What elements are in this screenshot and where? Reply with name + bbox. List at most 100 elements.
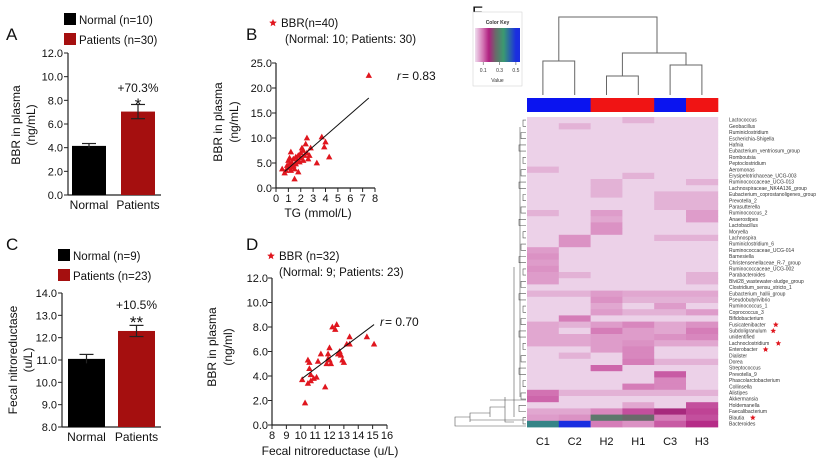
x-tick-label: 11: [309, 430, 320, 442]
data-point-marker: [314, 357, 322, 364]
heatmap-cell: [558, 327, 591, 335]
heatmap-cell: [654, 377, 687, 384]
heatmap-cell: [654, 340, 687, 347]
heatmap-cell: [686, 309, 719, 316]
correlation-r-symbol: r: [380, 315, 385, 329]
y-tick-label: 0.0: [257, 183, 272, 195]
row-label: Peptoclostridium: [729, 161, 766, 167]
heatmap-cell: [590, 389, 623, 397]
heatmap-cell: [622, 334, 655, 341]
heatmap-cell: [558, 216, 591, 223]
x-tick-label: 4: [322, 193, 328, 205]
heatmap-cell: [590, 123, 623, 130]
heatmap-cell: [558, 365, 591, 372]
heatmap-cell: [686, 129, 719, 136]
heatmap-cell: [590, 377, 623, 384]
heatmap-cell: [527, 377, 560, 384]
row-label: Christensenellaceae_R-7_group: [729, 260, 801, 266]
heatmap-cell: [590, 117, 623, 124]
heatmap-cell: [558, 135, 591, 143]
bar-patients: [121, 111, 155, 195]
row-label: Bacteroides: [729, 421, 756, 427]
row-label: Dialister: [729, 353, 747, 359]
heatmap-cell: [654, 197, 687, 205]
heatmap-cell: [527, 123, 560, 130]
heatmap-cell: [590, 135, 623, 143]
row-label: Erysipelotrichaceae_UCG-003: [729, 173, 797, 179]
heatmap-cell: [686, 117, 719, 124]
legend-swatch-normal: [64, 13, 76, 25]
heatmap-cell: [622, 247, 655, 254]
heatmap-cell: [590, 420, 623, 428]
data-point-marker: [327, 360, 335, 367]
heatmap-cell: [527, 389, 560, 397]
heatmap-cell: [558, 408, 591, 415]
data-point-marker: [324, 350, 332, 357]
heatmap-cell: [558, 371, 591, 378]
heatmap-cell: [558, 272, 591, 279]
heatmap-cell: [622, 129, 655, 136]
data-point-marker: [278, 165, 286, 172]
heatmap-cell: [686, 402, 719, 409]
heatmap-cell: [622, 377, 655, 384]
heatmap-cell: [622, 284, 655, 291]
heatmap-cell: [527, 365, 560, 372]
row-label: Eubacterium_coprostanoligenes_group: [729, 192, 816, 198]
row-label: Ruminococcaceae_UCG-013: [729, 180, 794, 186]
heatmap-cell: [686, 389, 719, 397]
heatmap-cell: [686, 272, 719, 279]
row-label: Dorea: [729, 359, 743, 365]
heatmap-cell: [558, 396, 591, 403]
heatmap-cell: [686, 383, 719, 391]
heatmap-cell: [622, 234, 655, 242]
x-axis-label: Fecal nitroreductase (u/L): [262, 444, 399, 458]
heatmap-cell: [527, 234, 560, 242]
heatmap-cell: [558, 296, 591, 304]
heatmap-cell: [654, 383, 687, 391]
heatmap-cell: [558, 191, 591, 198]
x-tick-label: 8: [372, 193, 378, 205]
heatmap-cell: [686, 222, 719, 229]
heatmap-cell: [622, 160, 655, 167]
heatmap-cell: [654, 414, 687, 422]
heatmap-cell: [590, 272, 623, 279]
heatmap-cell: [622, 179, 655, 186]
heatmap-cell: [527, 309, 560, 316]
heatmap-cell: [590, 383, 623, 391]
y-tick-label: 10.0: [247, 298, 268, 310]
heatmap-cell: [654, 259, 687, 267]
heatmap-cell: [654, 284, 687, 291]
data-point-marker: [333, 321, 340, 327]
heatmap-cell: [527, 290, 560, 298]
heatmap-cell: [686, 327, 719, 335]
row-label: Geobacillus: [729, 124, 756, 130]
data-point-marker: [322, 138, 329, 145]
heatmap-cell: [686, 185, 719, 192]
heatmap-cell: [558, 346, 591, 353]
heatmap-cell: [654, 272, 687, 279]
row-label: Lactobacillus: [729, 223, 758, 229]
heatmap-cell: [622, 197, 655, 205]
heatmap-cell: [527, 117, 560, 124]
y-tick-label: 5.0: [257, 158, 272, 170]
data-point-marker: [307, 371, 315, 378]
heatmap-cell: [622, 141, 655, 149]
color-key-value-label: Value: [491, 78, 504, 84]
row-label: Eubacterium_hallii_group: [729, 291, 786, 297]
legend-label: BBR(n=40): [281, 18, 338, 30]
heatmap-cell: [527, 420, 560, 428]
heatmap-cell: [622, 135, 655, 143]
panel-label-a: A: [6, 25, 18, 44]
heatmap-cell: [622, 396, 655, 403]
row-label: Anaerostipes: [729, 217, 759, 223]
data-point-marker: [298, 376, 306, 383]
heatmap-cell: [558, 129, 591, 136]
y-tick-label: 20.0: [251, 83, 272, 95]
heatmap-cell: [686, 141, 719, 149]
heatmap-cell: [527, 265, 560, 273]
heatmap-cell: [527, 272, 560, 279]
heatmap-cell: [590, 129, 623, 136]
row-label: Escherichia-Shigella: [729, 136, 775, 142]
heatmap-cell: [654, 371, 687, 378]
x-tick-label: Normal: [70, 198, 109, 212]
